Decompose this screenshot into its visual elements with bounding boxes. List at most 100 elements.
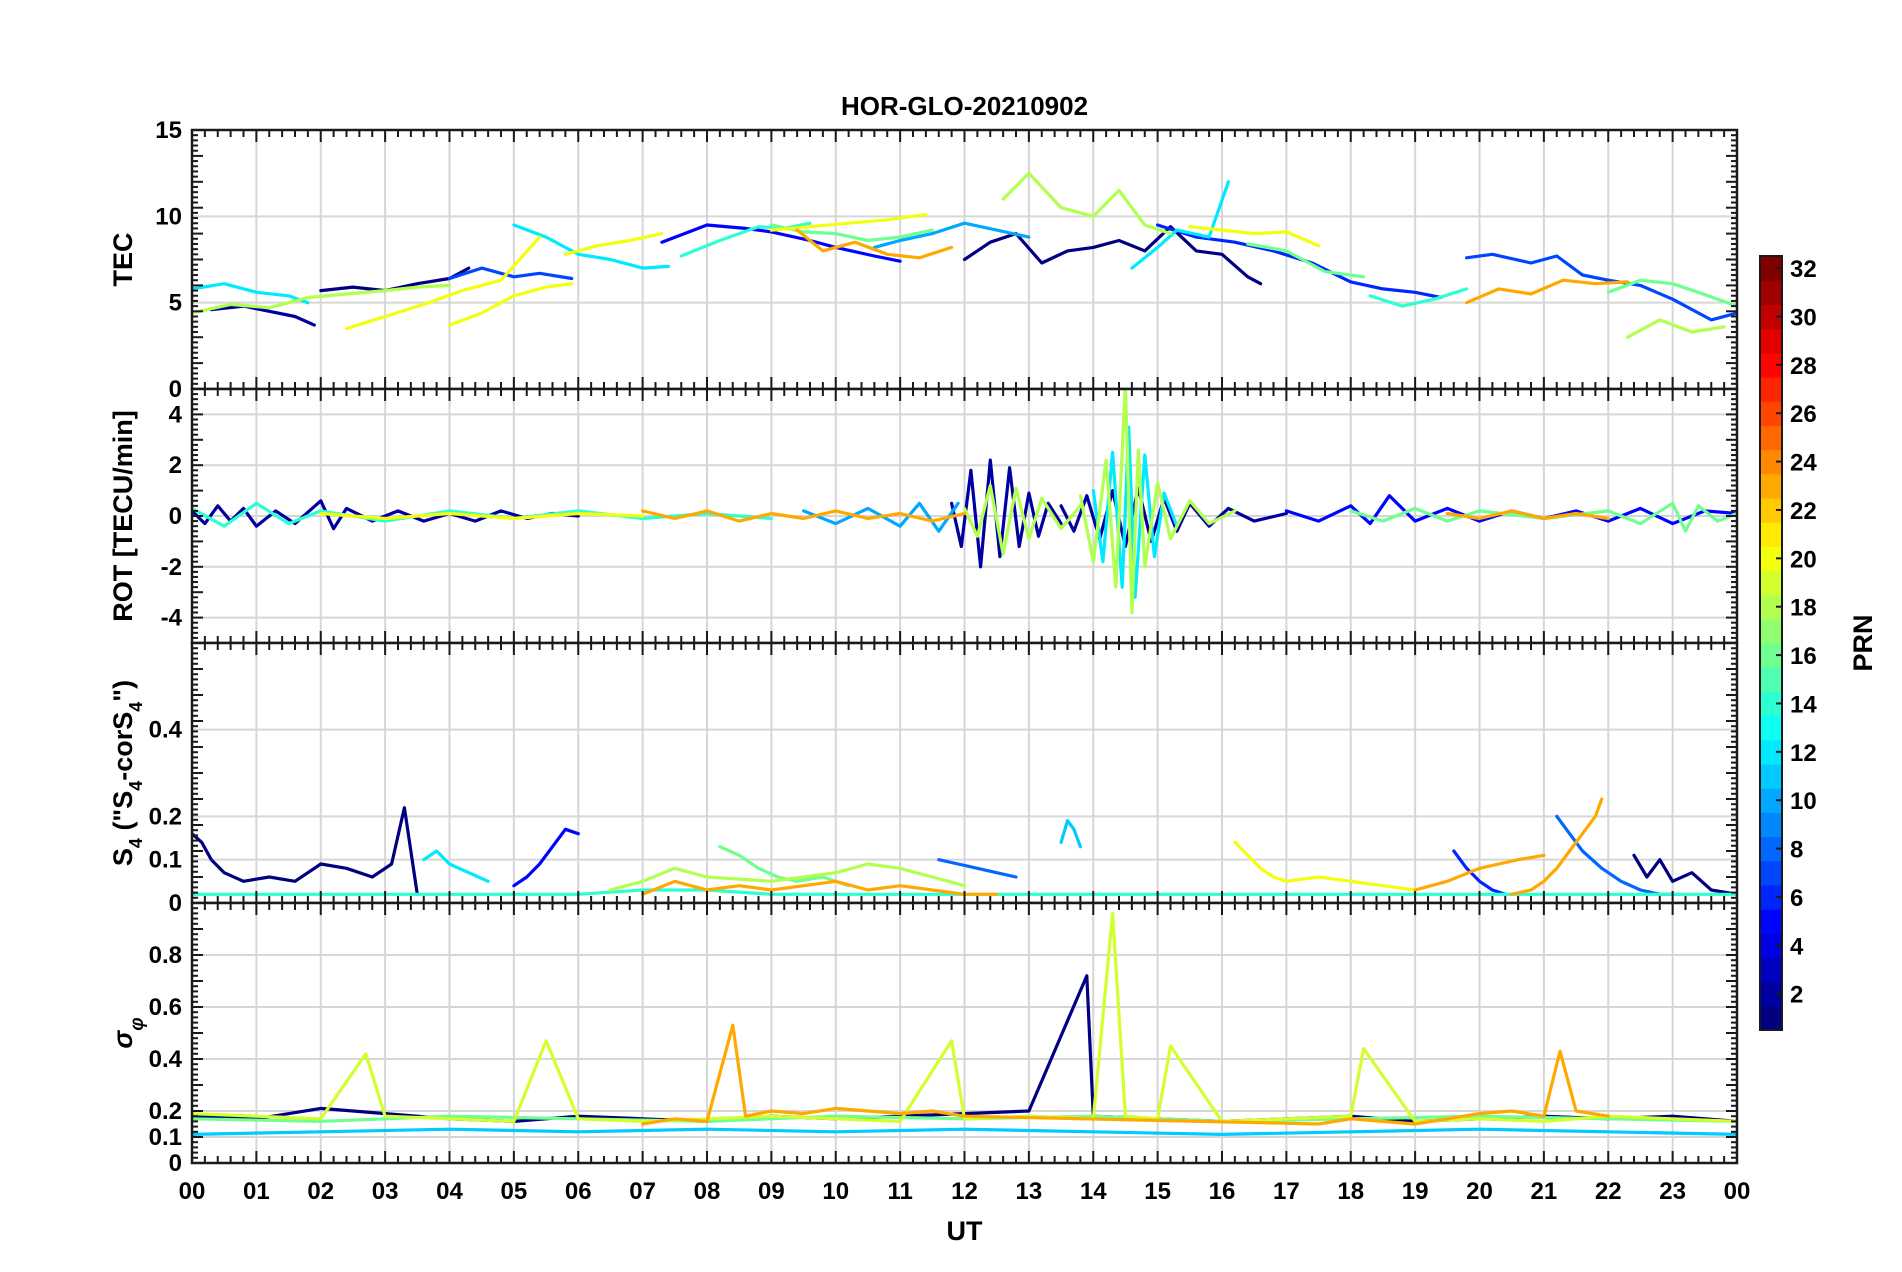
x-tick-label: 23 (1659, 1178, 1686, 1205)
minor-ticks (191, 388, 1738, 644)
y-tick-label: 5 (169, 290, 182, 317)
series-line-prn-16 (1246, 242, 1366, 279)
x-tick-label: 14 (1080, 1178, 1107, 1205)
colorbar-cell (1760, 401, 1782, 426)
series-line-prn-23 (1413, 853, 1546, 892)
colorbar-cell (1760, 739, 1782, 765)
series-line-prn-2 (950, 458, 1063, 569)
chart-title: HOR-GLO-20210902 (841, 91, 1088, 121)
colorbar-cell (1760, 546, 1782, 572)
colorbar-cell (1760, 691, 1782, 717)
y-tick-label: 4 (169, 401, 183, 428)
series-line-prn-23 (641, 1023, 1610, 1126)
colorbar-cell (1760, 788, 1782, 813)
colorbar-box (1759, 255, 1783, 1031)
x-tick-label: 19 (1402, 1178, 1429, 1205)
colorbar-tick-label: 30 (1790, 304, 1817, 331)
series-line-prn-20 (319, 511, 645, 521)
colorbar-cell (1760, 376, 1782, 402)
y-axis-label: σφ (108, 1017, 148, 1048)
colorbar-cell (1760, 763, 1782, 789)
x-tick-label: 16 (1209, 1178, 1236, 1205)
x-tick-label: 17 (1273, 1178, 1300, 1205)
series-line-prn-16 (718, 845, 851, 888)
colorbar-tick-label: 26 (1790, 401, 1817, 428)
y-tick-label: -2 (161, 554, 182, 581)
x-tick-label: 21 (1531, 1178, 1558, 1205)
series-line-prn-12 (512, 223, 670, 270)
colorbar-cell (1760, 618, 1782, 644)
series-line-prn-2 (209, 304, 316, 327)
y-tick-label: 0.1 (149, 1124, 182, 1151)
panel-3: 0 0.1 0.2 0.4S4 ("S4-corS4") (108, 641, 1739, 917)
x-tick-label: 00 (1724, 1178, 1751, 1205)
series-line-prn-20 (1188, 225, 1321, 248)
series-line-prn-11 (1059, 819, 1082, 849)
series-line-prn-1 (1632, 853, 1737, 896)
colorbar-tick-label: 32 (1790, 256, 1817, 283)
colorbar-cell (1760, 328, 1782, 354)
series-group (192, 171, 1737, 339)
colorbar-tick-label: 24 (1790, 450, 1817, 477)
y-tick-label: 0 (169, 376, 182, 403)
x-tick-label: 03 (372, 1178, 399, 1205)
colorbar-tick-label: 10 (1790, 788, 1817, 815)
minor-ticks (191, 902, 1738, 1164)
x-tick-label: 12 (951, 1178, 978, 1205)
colorbar-cell (1760, 522, 1782, 547)
series-line-prn-23 (1445, 509, 1610, 521)
colorbar-cell (1760, 352, 1782, 378)
series-line-prn-7 (1465, 252, 1737, 322)
series-line-prn-18 (1626, 318, 1726, 339)
colorbar-cell (1760, 909, 1782, 934)
colorbar-tick-label: 6 (1790, 885, 1803, 912)
x-tick-label: 02 (307, 1178, 334, 1205)
series-line-prn-6 (1452, 849, 1507, 896)
series-line-prn-18 (192, 283, 452, 315)
y-tick-label: 10 (155, 203, 182, 230)
colorbar-tick-label: 8 (1790, 837, 1803, 864)
colorbar-cell (1760, 256, 1782, 281)
series-line-prn-18 (608, 862, 967, 892)
colorbar-cell (1760, 304, 1782, 330)
x-tick-label: 15 (1144, 1178, 1171, 1205)
series-line-prn-18 (962, 483, 1082, 556)
series-line-prn-18 (1078, 389, 1237, 615)
y-tick-label: 0 (169, 1150, 182, 1177)
series-line-prn-16 (1606, 278, 1737, 308)
series-line-prn-5 (660, 223, 902, 263)
x-tick-label: 07 (629, 1178, 656, 1205)
colorbar-tick-label: 22 (1790, 498, 1817, 525)
y-axis-label: TEC (108, 233, 138, 287)
y-tick-label: 0.4 (149, 1046, 183, 1073)
series-line-prn-12 (1130, 180, 1230, 270)
series-line-prn-10 (872, 221, 1031, 249)
colorbar-cell (1760, 957, 1782, 983)
x-tick-label: 01 (243, 1178, 270, 1205)
colorbar-cell (1760, 812, 1782, 838)
series-line-prn-10 (802, 501, 960, 533)
y-tick-label: 0.4 (149, 717, 183, 744)
colorbar-cell (1760, 884, 1782, 910)
y-axis-label: ROT [TECU/min] (108, 410, 138, 621)
y-tick-label: 2 (169, 452, 182, 479)
series-line-prn-20 (769, 213, 928, 232)
series-line-prn-7 (447, 266, 574, 281)
y-tick-label: -4 (161, 605, 183, 632)
colorbar-cell (1760, 449, 1782, 475)
y-axis-label: S4 ("S4-corS4") (108, 680, 146, 866)
y-tick-label: 0.8 (149, 942, 182, 969)
colorbar-cell (1760, 860, 1782, 886)
y-tick-label: 0.6 (149, 994, 182, 1021)
colorbar-cell (1760, 570, 1782, 596)
y-tick-label: 0.1 (149, 847, 182, 874)
colorbar-cell (1760, 1005, 1782, 1031)
colorbar-cell (1760, 981, 1782, 1007)
colorbar-cell (1760, 497, 1782, 523)
series-line-prn-12 (192, 282, 310, 305)
x-tick-label: 09 (758, 1178, 785, 1205)
series-line-prn-23 (1510, 797, 1604, 896)
x-tick-label: 10 (822, 1178, 849, 1205)
